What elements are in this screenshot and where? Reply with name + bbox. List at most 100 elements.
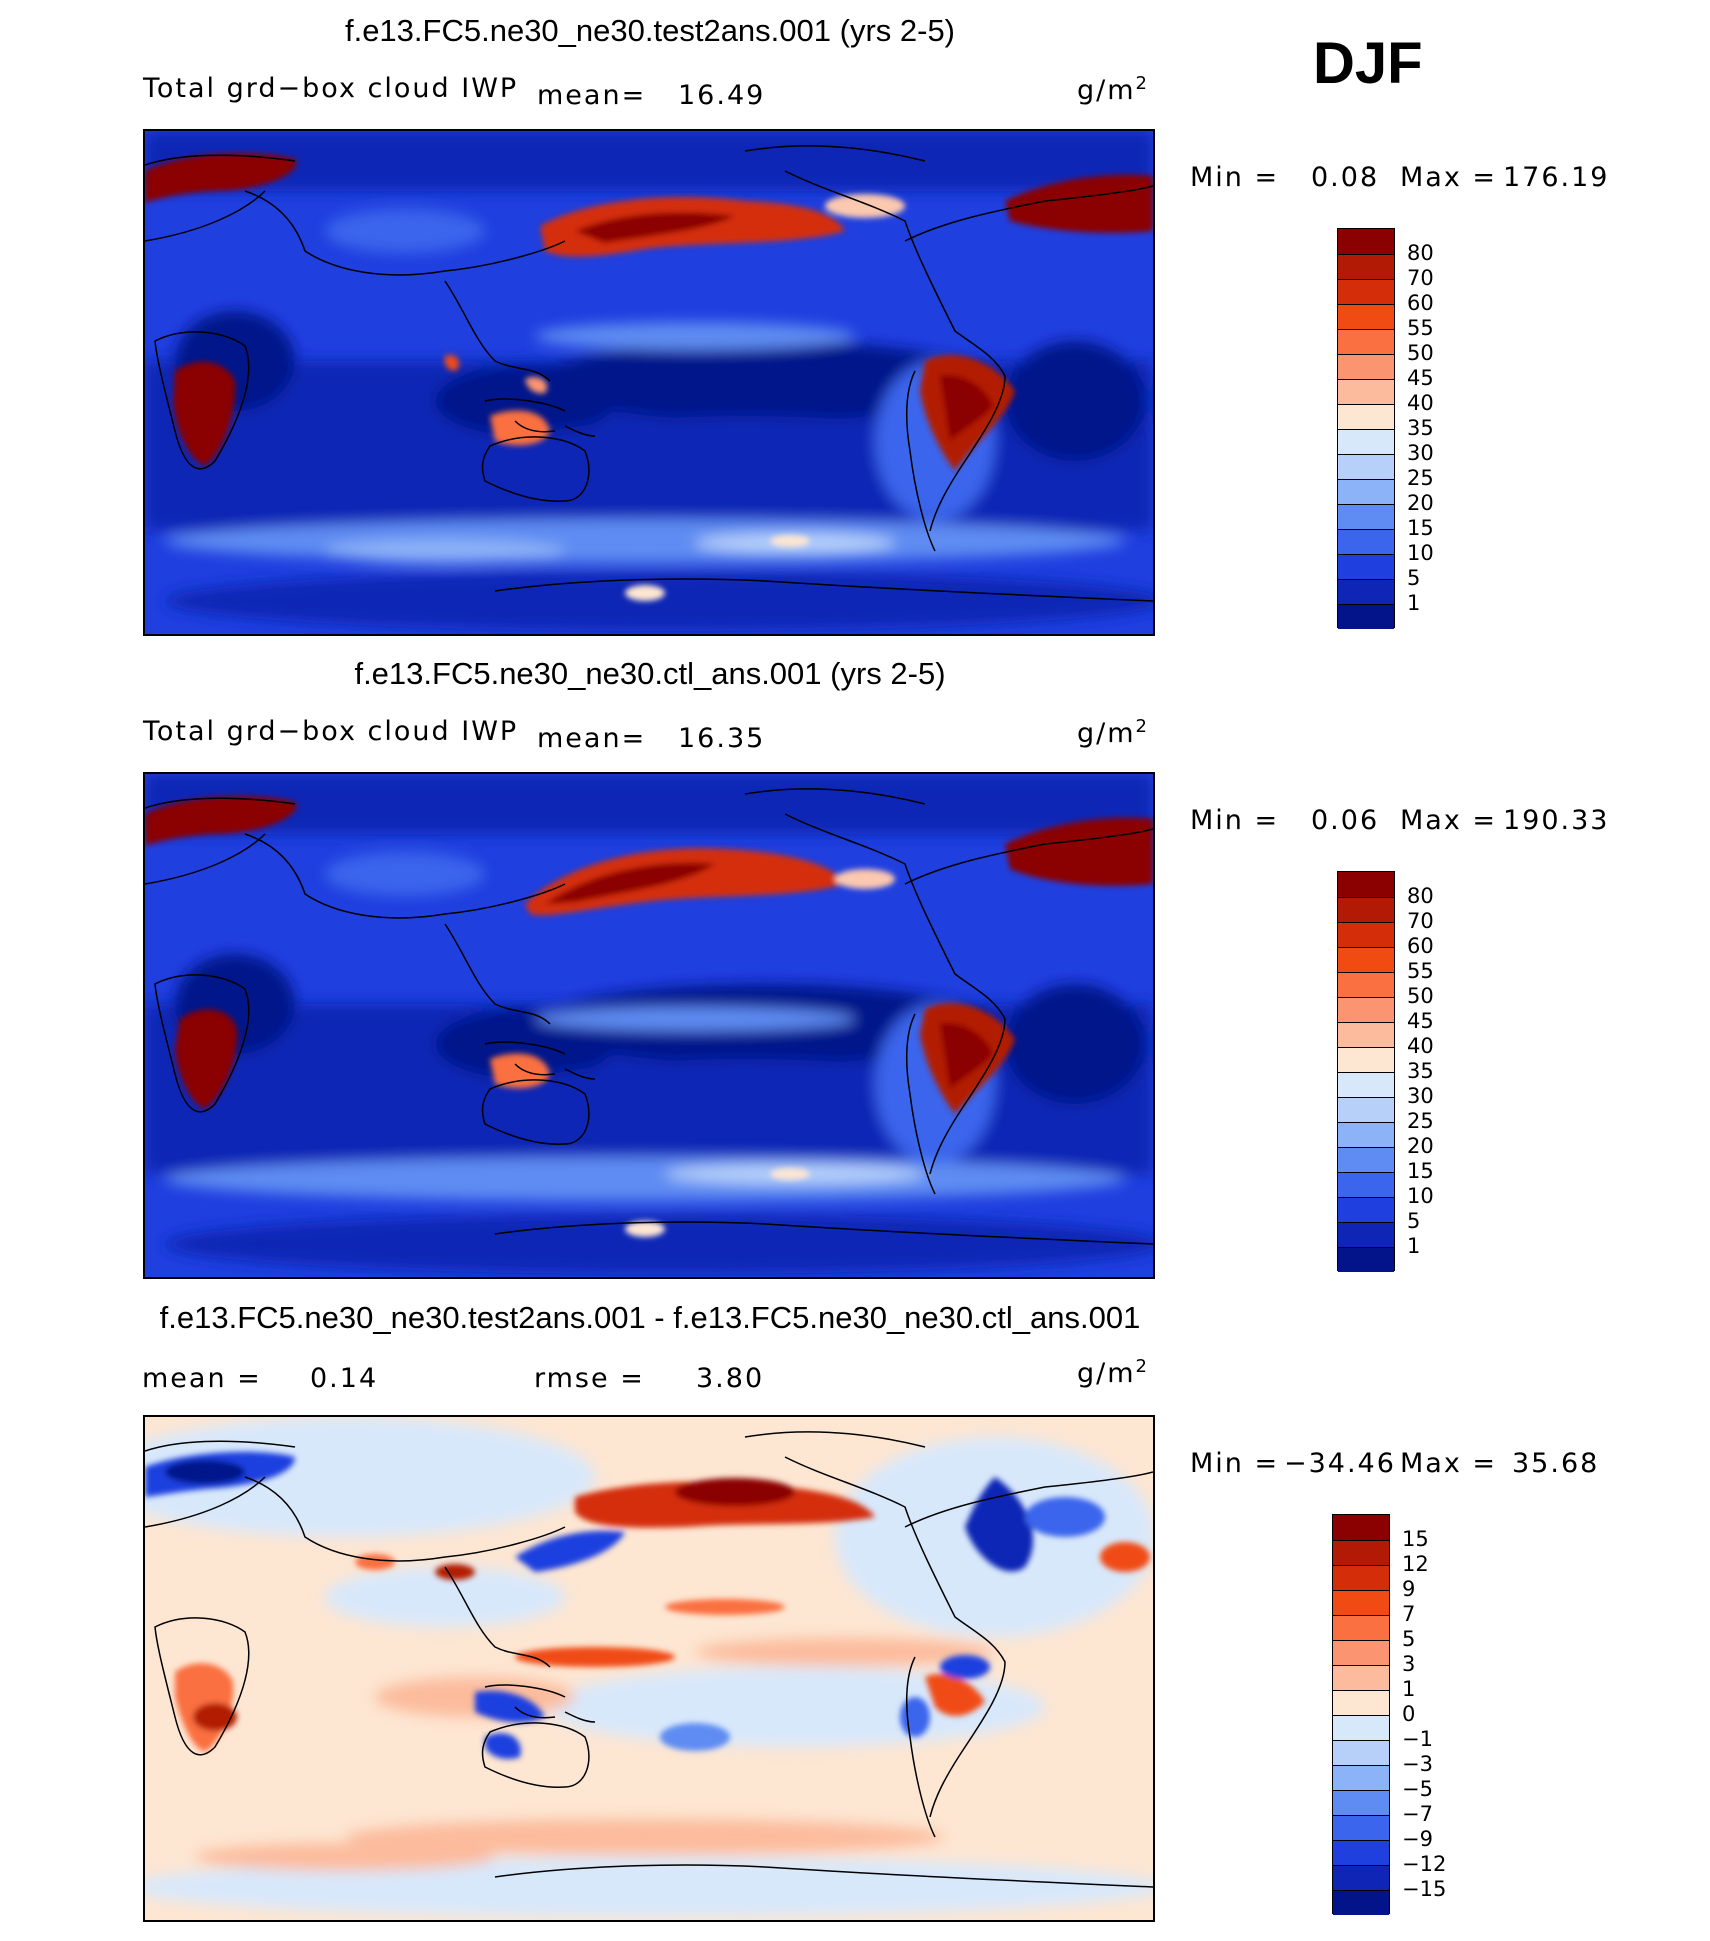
- panel-1-max-value: 176.19: [1503, 162, 1610, 193]
- panel-1-mean-label: mean=: [537, 80, 647, 111]
- panel-1-title: f.e13.FC5.ne30_ne30.test2ans.001 (yrs 2-…: [344, 13, 956, 48]
- colorbar-tick-label: 3: [1402, 1652, 1416, 1676]
- colorbar-box: [1338, 1247, 1394, 1272]
- colorbar-tick-label: 35: [1407, 416, 1434, 440]
- panel-3-map-svg: [145, 1417, 1153, 1920]
- colorbar-box: [1338, 922, 1394, 947]
- colorbar-box: [1338, 429, 1394, 454]
- colorbar-box: [1333, 1640, 1389, 1665]
- colorbar-box: [1338, 872, 1394, 897]
- panel-1-mean-value: 16.49: [678, 80, 766, 111]
- colorbar-tick-label: 50: [1407, 341, 1434, 365]
- colorbar-box: [1333, 1565, 1389, 1590]
- colorbar-box: [1338, 1072, 1394, 1097]
- colorbar-tick-label: 15: [1402, 1527, 1429, 1551]
- colorbar-tick-label: 80: [1407, 241, 1434, 265]
- colorbar-tick-label: 5: [1407, 566, 1421, 590]
- panel-3-min-value: −34.46: [1284, 1448, 1396, 1479]
- colorbar-box: [1338, 304, 1394, 329]
- colorbar-box: [1333, 1740, 1389, 1765]
- season-label: DJF: [1313, 31, 1423, 96]
- colorbar-box: [1333, 1765, 1389, 1790]
- colorbar-box: [1338, 1222, 1394, 1247]
- panel-1-map-svg: [145, 131, 1153, 634]
- colorbar-box: [1333, 1790, 1389, 1815]
- panel-3-rmse-value: 3.80: [696, 1363, 765, 1394]
- colorbar-tick-label: 60: [1407, 291, 1434, 315]
- panel-2-map: [143, 772, 1155, 1279]
- colorbar-box: [1338, 579, 1394, 604]
- colorbar-tick-label: 55: [1407, 959, 1434, 983]
- colorbar-tick-label: −15: [1402, 1877, 1447, 1901]
- colorbar-box: [1338, 997, 1394, 1022]
- panel-1-max-label: Max =: [1400, 162, 1498, 193]
- colorbar-tick-label: 1: [1407, 1234, 1421, 1258]
- panel-2-variable: Total grd−box cloud IWP: [143, 716, 519, 747]
- colorbar-box: [1338, 1097, 1394, 1122]
- colorbar-box: [1338, 604, 1394, 629]
- colorbar-box: [1338, 1197, 1394, 1222]
- panel-3-max-value: 35.68: [1512, 1448, 1600, 1479]
- colorbar-tick-label: 45: [1407, 1009, 1434, 1033]
- colorbar-box: [1338, 329, 1394, 354]
- colorbar-box: [1338, 279, 1394, 304]
- colorbar-tick-label: 70: [1407, 909, 1434, 933]
- colorbar-tick-label: 55: [1407, 316, 1434, 340]
- colorbar-tick-label: 5: [1402, 1627, 1416, 1651]
- panel-1-units: g/m2: [1077, 73, 1149, 106]
- colorbar-tick-label: 9: [1402, 1577, 1416, 1601]
- colorbar-tick-label: 15: [1407, 516, 1434, 540]
- colorbar-box: [1333, 1715, 1389, 1740]
- panel-2-units: g/m2: [1077, 716, 1149, 749]
- colorbar-tick-label: 80: [1407, 884, 1434, 908]
- colorbar-box: [1333, 1590, 1389, 1615]
- colorbar-tick-label: −3: [1402, 1752, 1433, 1776]
- colorbar-tick-label: −1: [1402, 1727, 1433, 1751]
- colorbar-box: [1333, 1690, 1389, 1715]
- panel-3-rmse-label: rmse =: [534, 1363, 645, 1394]
- colorbar-box: [1338, 554, 1394, 579]
- colorbar-tick-label: 10: [1407, 541, 1434, 565]
- colorbar-box: [1338, 229, 1394, 254]
- colorbar-tick-label: 0: [1402, 1702, 1416, 1726]
- colorbar-frame: [1337, 228, 1395, 629]
- colorbar-tick-label: 50: [1407, 984, 1434, 1008]
- panel-1-variable: Total grd−box cloud IWP: [143, 73, 519, 104]
- panel-1-coastlines: [145, 145, 1153, 602]
- colorbar-box: [1338, 1022, 1394, 1047]
- colorbar-box: [1338, 947, 1394, 972]
- colorbar-tick-label: 20: [1407, 1134, 1434, 1158]
- colorbar-tick-label: 60: [1407, 934, 1434, 958]
- colorbar-box: [1333, 1840, 1389, 1865]
- panel-2-map-svg: [145, 774, 1153, 1277]
- colorbar-tick-label: 15: [1407, 1159, 1434, 1183]
- colorbar-tick-label: 7: [1402, 1602, 1416, 1626]
- panel-2-mean-label: mean=: [537, 723, 647, 754]
- colorbar-box: [1333, 1615, 1389, 1640]
- panel-3-mean-label: mean =: [142, 1363, 262, 1394]
- colorbar-tick-label: 40: [1407, 391, 1434, 415]
- colorbar-tick-label: 25: [1407, 466, 1434, 490]
- colorbar-tick-label: 40: [1407, 1034, 1434, 1058]
- panel-3-coastlines: [145, 1431, 1153, 1888]
- colorbar-box: [1338, 1047, 1394, 1072]
- colorbar-box: [1338, 379, 1394, 404]
- colorbar-tick-label: −5: [1402, 1777, 1433, 1801]
- colorbar-box: [1338, 404, 1394, 429]
- panel-3-max-label: Max =: [1400, 1448, 1498, 1479]
- panel-2-mean-value: 16.35: [678, 723, 766, 754]
- panel-1-map: [143, 129, 1155, 636]
- colorbar-box: [1338, 1122, 1394, 1147]
- colorbar-box: [1338, 972, 1394, 997]
- colorbar-tick-label: 30: [1407, 441, 1434, 465]
- colorbar-tick-label: 70: [1407, 266, 1434, 290]
- colorbar-box: [1333, 1515, 1389, 1540]
- panel-2-coastlines: [145, 788, 1153, 1245]
- colorbar-box: [1333, 1890, 1389, 1915]
- colorbar-box: [1338, 1172, 1394, 1197]
- colorbar-box: [1338, 504, 1394, 529]
- colorbar-tick-label: 35: [1407, 1059, 1434, 1083]
- colorbar-box: [1338, 254, 1394, 279]
- panel-2-title: f.e13.FC5.ne30_ne30.ctl_ans.001 (yrs 2-5…: [354, 656, 946, 691]
- colorbar-tick-label: 20: [1407, 491, 1434, 515]
